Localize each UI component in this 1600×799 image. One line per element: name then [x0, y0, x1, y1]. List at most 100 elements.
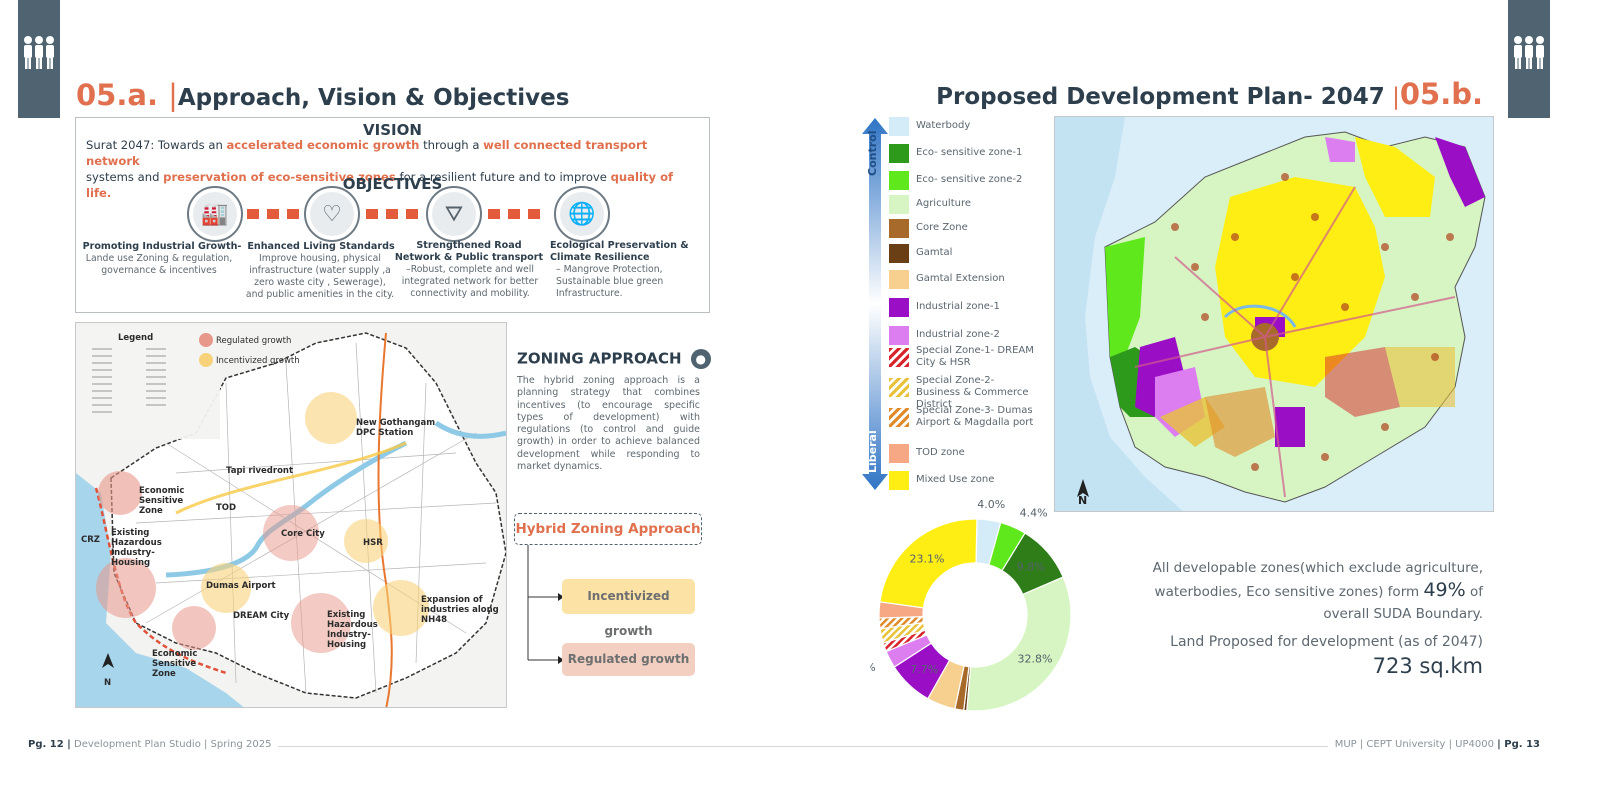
- vision-highlight: quality of life.: [86, 170, 674, 200]
- legend-label: Agriculture: [916, 198, 971, 209]
- incentivized-growth-box: Incentivized growth: [562, 579, 695, 638]
- legend-label: TOD zone: [916, 447, 965, 458]
- connector-dash: [386, 209, 398, 219]
- legend-label: Mixed Use zone: [916, 474, 995, 485]
- donut-label: 4.8%: [907, 714, 935, 715]
- donut-label: 23.1%: [909, 553, 944, 566]
- label-economic-zone-1: Economic Sensitive Zone: [139, 486, 185, 516]
- left-section-number: 05.a.: [76, 78, 158, 112]
- summary-line-1: All developable zones(which exclude agri…: [1152, 560, 1483, 576]
- donut-label: 4.4%: [1020, 506, 1048, 519]
- right-page-tab: [1508, 0, 1550, 118]
- objectives-heading: OBJECTIVES: [342, 175, 443, 193]
- label-existing-hazard-1: Existing Hazardous Industry-Housing: [111, 528, 162, 568]
- vision-highlight: preservation of eco-sensitive zones: [163, 170, 396, 184]
- donut-label: 4.0%: [977, 500, 1005, 511]
- summary-text-part: of: [1465, 584, 1483, 600]
- left-footer-text: Development Plan Studio | Spring 2025: [70, 739, 272, 750]
- legend-swatch: [889, 117, 909, 136]
- vision-highlight: accelerated economic growth: [226, 138, 420, 152]
- north-label: N: [104, 678, 112, 688]
- objective-text: Lande use Zoning & regulation, governanc…: [85, 253, 233, 276]
- donut-label: 9.8%: [1017, 561, 1045, 574]
- right-section-number: 05.b.: [1399, 77, 1483, 111]
- map-legend-title: Legend: [118, 333, 154, 343]
- person-icon: ●: [690, 349, 711, 369]
- legend-label: Industrial zone-1: [916, 301, 1000, 312]
- connector-dash: [488, 209, 500, 219]
- donut-label: 7.7%: [910, 663, 938, 676]
- vision-text: systems and: [86, 170, 164, 184]
- vision-text: for a resilient future and to improve: [395, 170, 611, 184]
- legend-swatch: [889, 219, 909, 238]
- zoning-connector: [527, 545, 564, 664]
- globe-leaf-icon: 🌐: [554, 186, 610, 242]
- label-expansion-nh48: Expansion of industries along NH48: [421, 595, 499, 625]
- legend-label: Waterbody: [916, 120, 971, 131]
- family-icon: [24, 36, 54, 69]
- connector-dash: [406, 209, 418, 219]
- scale-arrow-graphic: [862, 118, 888, 490]
- vision-statement: Surat 2047: Towards an accelerated econo…: [86, 137, 699, 201]
- factory-icon: 🏭: [187, 186, 243, 242]
- vision-text: through a: [419, 138, 484, 152]
- development-plan-map: N: [1054, 116, 1494, 512]
- legend-swatch: [889, 270, 909, 289]
- scale-control-label: Control: [866, 130, 879, 176]
- legend-label: Gamtal: [916, 247, 953, 258]
- control-liberal-scale: Control Liberal: [862, 118, 888, 490]
- zoning-heading: ZONING APPROACH ●: [517, 349, 711, 369]
- scale-liberal-label: Liberal: [866, 430, 879, 473]
- regulated-growth-box: Regulated growth: [562, 643, 695, 676]
- right-section-title: Proposed Development Plan- 2047 |05.b.: [936, 77, 1483, 111]
- connector-dash: [287, 209, 299, 219]
- legend-label: Eco- sensitive zone-1: [916, 147, 1023, 158]
- legend-incentivized: Incentivized growth: [216, 356, 300, 366]
- summary-line-2: waterbodies, Eco sensitive zones) form 4…: [1123, 579, 1483, 603]
- objective-text: Improve housing, physical infrastructure…: [245, 253, 395, 300]
- hybrid-zoning-box: Hybrid Zoning Approach: [514, 513, 702, 545]
- connector-dash: [366, 209, 378, 219]
- legend-swatch: [889, 408, 909, 427]
- left-footer: Pg. 12 | Development Plan Studio | Sprin…: [28, 739, 271, 750]
- legend-swatch: [889, 378, 909, 397]
- summary-text: All developable zones(which exclude agri…: [1123, 557, 1483, 625]
- connector-dash: [267, 209, 279, 219]
- label-existing-hazard-2: Existing Hazardous Industry-Housing: [327, 610, 378, 650]
- development-map-graphic: [1055, 117, 1486, 511]
- care-hands-icon: ♡: [304, 186, 360, 242]
- legend-swatch: [889, 144, 909, 163]
- legend-label: Industrial zone-2: [916, 329, 1000, 340]
- objective-title: Ecological Preservation & Climate Resili…: [550, 240, 689, 263]
- growth-strategy-map: Legend Regulated growth Incentivized gro…: [75, 322, 507, 708]
- left-section-title: 05.a. |Approach, Vision & Objectives: [76, 78, 570, 112]
- vision-highlight: well connected transport network: [86, 138, 648, 168]
- connector-dash: [247, 209, 259, 219]
- vision-objectives-box: VISION Surat 2047: Towards an accelerate…: [75, 117, 710, 313]
- label-dream-city: DREAM City: [233, 611, 290, 621]
- connector-dash: [508, 209, 520, 219]
- road-icon: ⛛: [426, 186, 482, 242]
- donut-label: 32.8%: [1018, 652, 1053, 665]
- objective-title: Enhanced Living Standards: [247, 241, 395, 252]
- right-footer: MUP | CEPT University | UP4000 | Pg. 13: [1335, 739, 1540, 750]
- connector-dash: [528, 209, 540, 219]
- label-economic-zone-2: Economic Sensitive Zone: [152, 649, 198, 679]
- summary-percent: 49%: [1423, 579, 1466, 601]
- footer-divider: [278, 746, 1328, 747]
- right-footer-text: MUP | CEPT University | UP4000: [1334, 739, 1498, 750]
- label-dumas-airport: Dumas Airport: [206, 581, 276, 591]
- land-proposed-label: Land Proposed for development (as of 204…: [1170, 634, 1483, 650]
- vision-heading: VISION: [363, 121, 422, 139]
- left-page-tab: [18, 0, 60, 118]
- north-label: N: [1078, 494, 1088, 507]
- land-proposed-value: 723 sq.km: [1372, 654, 1483, 678]
- vision-text: Surat 2047: Towards an: [86, 138, 227, 152]
- label-new-gothangam: New Gothangam DPC Station: [356, 418, 436, 438]
- family-icon: [1514, 36, 1544, 69]
- label-tod: TOD: [216, 503, 237, 513]
- left-page-number: Pg. 12 |: [28, 739, 71, 750]
- objective-text: – Mangrove Protection, Sustainable blue …: [556, 264, 664, 299]
- growth-map-graphic: [76, 329, 506, 707]
- legend-label: Special Zone-1- DREAM City & HSR: [916, 345, 1034, 368]
